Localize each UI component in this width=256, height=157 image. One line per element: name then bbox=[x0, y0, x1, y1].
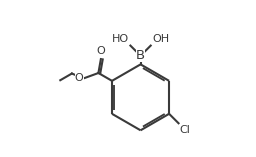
Text: O: O bbox=[75, 73, 84, 83]
Text: Cl: Cl bbox=[179, 125, 190, 135]
Text: O: O bbox=[97, 46, 105, 56]
Text: HO: HO bbox=[112, 34, 129, 44]
Text: B: B bbox=[136, 49, 145, 62]
Text: OH: OH bbox=[152, 34, 169, 44]
